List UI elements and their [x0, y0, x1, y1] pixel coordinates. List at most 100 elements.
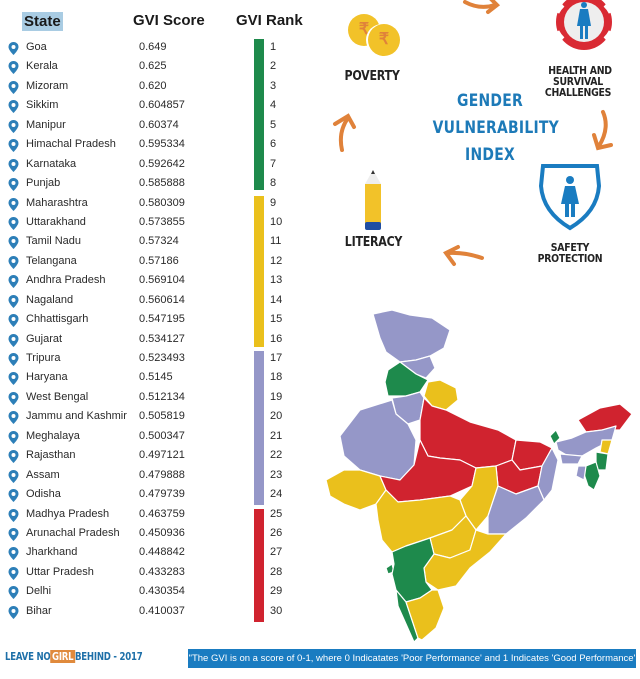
shield-woman-icon	[537, 160, 603, 232]
gvi-rank: 1	[270, 41, 277, 53]
table-row: Goa 0.649 1	[0, 38, 310, 57]
map-pin-icon	[8, 100, 19, 114]
gvi-score: 0.500347	[139, 429, 185, 442]
map-pin-icon	[8, 333, 19, 347]
state-name: Himachal Pradesh	[26, 138, 116, 151]
gvi-rank: 8	[270, 177, 277, 190]
gvi-rank: 17	[270, 352, 283, 364]
state-name: Haryana	[26, 371, 68, 384]
gvi-rank: 26	[270, 526, 283, 539]
table-row: Madhya Pradesh 0.463759 25	[0, 505, 310, 524]
gvi-rank: 5	[270, 118, 277, 131]
table-row: Odisha 0.479739 24	[0, 485, 310, 504]
table-row: Mizoram 0.620 3	[0, 77, 310, 96]
table-row: Jammu and Kashmir 0.505819 20	[0, 407, 310, 426]
state-name: Meghalaya	[26, 429, 80, 442]
state-name: Assam	[26, 468, 60, 481]
state-name: Arunachal Pradesh	[26, 526, 120, 539]
gvi-rank: 24	[270, 488, 283, 501]
state-name: Chhattisgarh	[26, 313, 89, 326]
cycle-arrows	[333, 0, 613, 266]
table-row: Gujarat 0.534127 16	[0, 330, 310, 349]
table-row: Uttar Pradesh 0.433283 28	[0, 563, 310, 582]
rank-band-green	[254, 39, 264, 190]
gvi-rank: 11	[270, 235, 282, 248]
gvi-score: 0.547195	[139, 313, 185, 326]
table-row: West Bengal 0.512134 19	[0, 388, 310, 407]
state-name: Odisha	[26, 488, 61, 501]
table-row: Tamil Nadu 0.57324 11	[0, 232, 310, 251]
gvi-score: 0.433283	[139, 565, 185, 578]
gvi-table: Goa 0.649 1 Kerala 0.625 2 Mizoram 0.620 3 Sikkim…	[0, 38, 310, 621]
pencil-icon	[362, 170, 384, 232]
gvi-score: 0.620	[139, 79, 167, 92]
state-name: Maharashtra	[26, 196, 88, 209]
state-name: Bihar	[26, 604, 52, 617]
gvi-score: 0.463759	[139, 507, 185, 520]
gvi-title: GENDER VULNERABILITY INDEX	[432, 91, 559, 165]
state-name: Madhya Pradesh	[26, 507, 110, 520]
gvi-score: 0.592642	[139, 157, 185, 170]
state-name: Gujarat	[26, 332, 63, 345]
table-row: Bihar 0.410037 30	[0, 602, 310, 621]
table-row: Meghalaya 0.500347 21	[0, 427, 310, 446]
state-name: Tripura	[26, 352, 61, 364]
gvi-rank: 15	[270, 313, 283, 326]
rupee-coins-icon: ₹ ₹	[348, 14, 408, 64]
poverty-label: POVERTY	[344, 69, 400, 84]
state-name: Manipur	[26, 118, 66, 131]
gvi-score: 0.57324	[139, 235, 179, 248]
table-row: Rajasthan 0.497121 22	[0, 446, 310, 465]
infographic-panel: ₹ ₹ POVERTY HEALTH AND SURVIVAL CHALLENG…	[320, 0, 640, 643]
map-pin-icon	[8, 450, 19, 464]
gvi-rank: 25	[270, 507, 283, 520]
map-pin-icon	[8, 430, 19, 444]
map-pin-icon	[8, 547, 19, 561]
map-pin-icon	[8, 489, 19, 503]
state-name: Tamil Nadu	[26, 235, 82, 248]
map-pin-icon	[8, 527, 19, 541]
state-name: Uttar Pradesh	[26, 565, 94, 578]
gvi-rank: 29	[270, 585, 283, 598]
gvi-rank: 14	[270, 293, 283, 306]
map-pin-icon	[8, 605, 19, 619]
state-name: Nagaland	[26, 293, 74, 306]
girl-highlight: GIRL	[50, 650, 75, 663]
state-name: Punjab	[26, 177, 61, 190]
state-name: Mizoram	[26, 79, 69, 92]
literacy-label: LITERACY	[344, 235, 403, 250]
gvi-rank: 7	[270, 157, 277, 170]
table-row: Punjab 0.585888 8	[0, 174, 310, 193]
table-row: Kerala 0.625 2	[0, 57, 310, 76]
india-choropleth-map	[325, 309, 633, 643]
score-scale-note: "The GVI is on a score of 0-1, where 0 I…	[188, 649, 636, 668]
map-pin-icon	[8, 158, 19, 172]
gvi-score: 0.604857	[139, 99, 185, 112]
map-pin-icon	[8, 216, 19, 230]
table-row: Haryana 0.5145 18	[0, 368, 310, 387]
map-pin-icon	[8, 61, 19, 75]
table-row: Manipur 0.60374 5	[0, 116, 310, 135]
state-name: West Bengal	[26, 390, 89, 403]
gvi-rank: 22	[270, 449, 283, 462]
table-row: Delhi 0.430354 29	[0, 582, 310, 601]
gvi-score: 0.430354	[139, 585, 185, 598]
lifebuoy-woman-icon	[552, 0, 616, 56]
table-row: Karnataka 0.592642 7	[0, 155, 310, 174]
gvi-score: 0.573855	[139, 215, 185, 228]
map-pin-icon	[8, 411, 19, 425]
table-row: Arunachal Pradesh 0.450936 26	[0, 524, 310, 543]
gvi-score: 0.479888	[139, 468, 185, 481]
gvi-score: 0.534127	[139, 332, 185, 345]
gvi-score: 0.448842	[139, 546, 185, 559]
map-pin-icon	[8, 294, 19, 308]
gvi-score: 0.625	[139, 60, 167, 73]
gvi-rank: 19	[270, 390, 283, 403]
gvi-score: 0.569104	[139, 274, 185, 287]
gvi-rank: 27	[270, 546, 283, 559]
gvi-score: 0.585888	[139, 177, 185, 190]
map-pin-icon	[8, 314, 19, 328]
map-pin-icon	[8, 80, 19, 94]
gvi-rank: 10	[270, 215, 283, 228]
table-row: Tripura 0.523493 17	[0, 349, 310, 368]
